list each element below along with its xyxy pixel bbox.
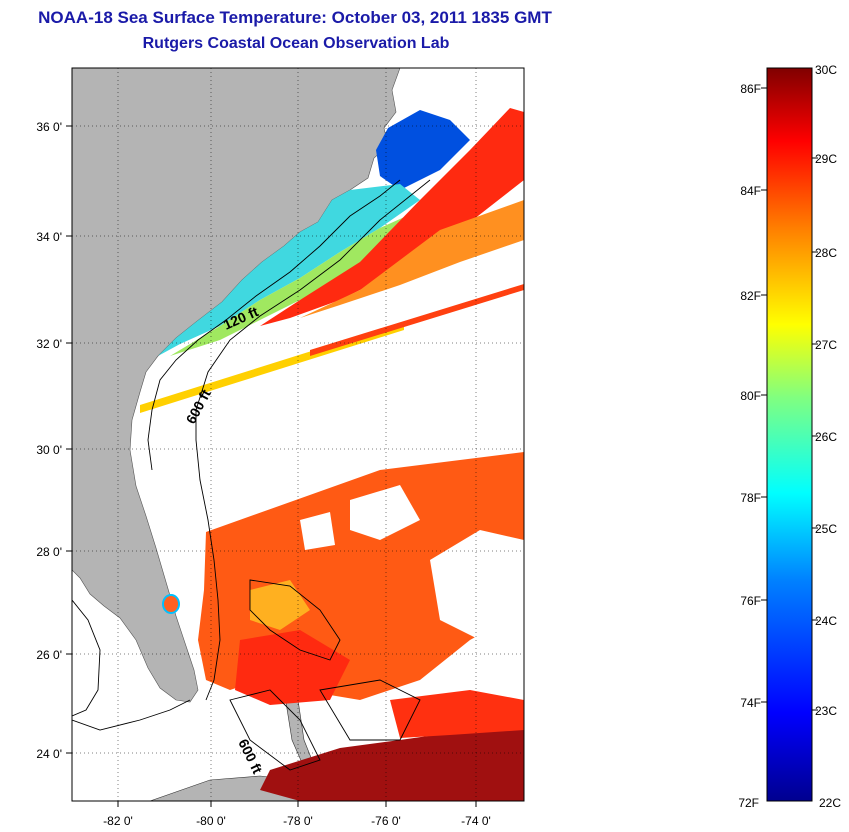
color-scale-bar xyxy=(766,67,813,802)
map-graticule xyxy=(72,68,524,801)
fahrenheit-tick-label: 78F xyxy=(740,491,761,505)
caribbean-hot-water xyxy=(260,726,524,801)
fahrenheit-tick-label: 76F xyxy=(740,594,761,608)
lon-tick-label: -82 0' xyxy=(103,814,133,828)
contour-600ft xyxy=(195,179,431,701)
axis-ticks xyxy=(66,125,477,807)
lat-tick-label: 26 0' xyxy=(36,648,62,662)
celsius-tick-label: 22C xyxy=(819,796,841,810)
coastal-cyan-band xyxy=(158,184,420,356)
gulf-stream-warm xyxy=(260,108,524,326)
celsius-tick-label: 28C xyxy=(815,246,837,260)
celsius-tick-label: 23C xyxy=(815,704,837,718)
fahrenheit-tick-label: 84F xyxy=(740,184,761,198)
lon-tick-label: -76 0' xyxy=(371,814,401,828)
celsius-tick-label: 30C xyxy=(815,63,837,77)
cloud-gap xyxy=(350,485,420,540)
map-subtitle: Rutgers Coastal Ocean Observation Lab xyxy=(142,35,450,52)
cloud-gap xyxy=(430,530,524,640)
fahrenheit-tick-label: 82F xyxy=(740,289,761,303)
lat-tick-label: 32 0' xyxy=(36,337,62,351)
lon-tick-label: -74 0' xyxy=(461,814,491,828)
lake-okeechobee xyxy=(162,594,180,614)
colorbar-ticks xyxy=(761,87,818,711)
lat-tick-label: 34 0' xyxy=(36,230,62,244)
celsius-labels: 30C 29C 28C 27C 26C 25C 24C 23C 22C xyxy=(815,63,841,810)
lat-tick-label: 36 0' xyxy=(36,120,62,134)
lat-tick-label: 24 0' xyxy=(36,747,62,761)
celsius-tick-label: 29C xyxy=(815,152,837,166)
warm-yellow-patch xyxy=(250,580,310,630)
caribbean-red xyxy=(390,690,524,738)
land-mass xyxy=(72,68,401,703)
celsius-tick-label: 27C xyxy=(815,338,837,352)
lat-tick-label: 30 0' xyxy=(36,443,62,457)
fahrenheit-tick-label: 74F xyxy=(740,696,761,710)
map-title: NOAA-18 Sea Surface Temperature: October… xyxy=(38,8,552,27)
hot-red-patch xyxy=(235,630,350,705)
contour-bahamas xyxy=(229,579,421,771)
fahrenheit-tick-label: 80F xyxy=(740,389,761,403)
contour-120ft xyxy=(147,179,401,471)
lat-labels: 36 0' 34 0' 32 0' 30 0' 28 0' 26 0' 24 0… xyxy=(36,120,62,761)
celsius-tick-label: 25C xyxy=(815,522,837,536)
coastal-green-band xyxy=(170,210,420,356)
fahrenheit-labels: 86F 84F 82F 80F 78F 76F 74F 72F xyxy=(738,82,761,810)
fahrenheit-tick-label: 72F xyxy=(738,796,759,810)
fahrenheit-tick-label: 86F xyxy=(740,82,761,96)
cold-coastal-water xyxy=(376,110,470,190)
celsius-tick-label: 26C xyxy=(815,430,837,444)
map-area[interactable]: 120 ft 600 ft 600 ft xyxy=(72,68,524,801)
cloud-gap xyxy=(300,512,335,550)
contour-gulf xyxy=(72,599,191,731)
warm-orange-edge xyxy=(300,200,524,318)
lat-tick-label: 28 0' xyxy=(36,545,62,559)
lon-labels: -82 0' -80 0' -78 0' -76 0' -74 0' xyxy=(103,814,491,828)
lon-tick-label: -80 0' xyxy=(196,814,226,828)
celsius-tick-label: 24C xyxy=(815,614,837,628)
lon-tick-label: -78 0' xyxy=(283,814,313,828)
swath-stripe xyxy=(310,284,524,356)
